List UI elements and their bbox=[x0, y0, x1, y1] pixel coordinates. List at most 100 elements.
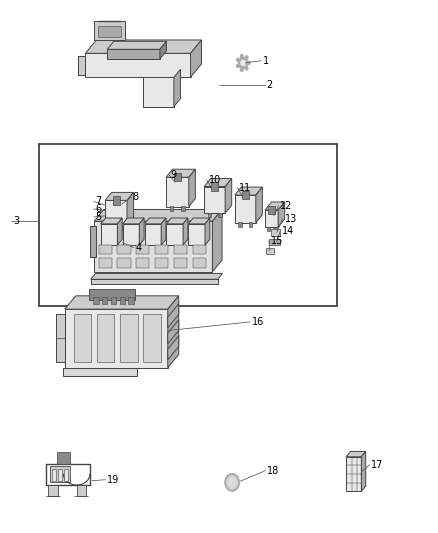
Bar bbox=[113, 196, 120, 205]
Polygon shape bbox=[235, 195, 256, 223]
Bar bbox=[271, 229, 280, 236]
Polygon shape bbox=[235, 187, 262, 195]
Bar bbox=[136, 258, 149, 268]
Polygon shape bbox=[90, 226, 96, 257]
Bar bbox=[102, 297, 107, 304]
Bar bbox=[218, 213, 222, 217]
Bar bbox=[193, 258, 206, 268]
Bar bbox=[93, 297, 99, 304]
Bar bbox=[99, 245, 112, 254]
Bar bbox=[208, 213, 211, 217]
Polygon shape bbox=[265, 210, 278, 227]
Circle shape bbox=[245, 67, 248, 70]
Text: 16: 16 bbox=[252, 317, 264, 327]
Bar bbox=[170, 206, 173, 211]
Bar bbox=[211, 182, 218, 191]
Polygon shape bbox=[166, 218, 188, 224]
Bar bbox=[143, 314, 161, 362]
Text: 12: 12 bbox=[280, 201, 293, 211]
Polygon shape bbox=[183, 218, 188, 245]
Circle shape bbox=[228, 478, 236, 487]
Polygon shape bbox=[101, 224, 117, 245]
Polygon shape bbox=[65, 296, 179, 309]
Bar bbox=[181, 206, 185, 211]
Polygon shape bbox=[85, 53, 191, 77]
Polygon shape bbox=[143, 77, 174, 107]
Text: 19: 19 bbox=[107, 475, 120, 484]
Bar bbox=[52, 469, 56, 481]
Bar bbox=[109, 225, 112, 230]
Polygon shape bbox=[160, 42, 166, 59]
Polygon shape bbox=[107, 42, 166, 50]
Text: 2: 2 bbox=[266, 80, 272, 90]
Polygon shape bbox=[168, 320, 179, 344]
Polygon shape bbox=[346, 457, 361, 491]
Bar bbox=[155, 245, 168, 254]
Bar bbox=[64, 469, 68, 481]
Polygon shape bbox=[168, 336, 179, 360]
Polygon shape bbox=[361, 451, 366, 491]
Bar bbox=[174, 258, 187, 268]
Bar bbox=[39, 144, 337, 306]
Bar bbox=[238, 222, 242, 227]
Text: 1: 1 bbox=[263, 56, 269, 66]
Polygon shape bbox=[56, 314, 65, 362]
Text: 13: 13 bbox=[285, 214, 297, 223]
Polygon shape bbox=[188, 224, 205, 245]
Text: 10: 10 bbox=[208, 175, 221, 185]
Polygon shape bbox=[256, 187, 262, 223]
Polygon shape bbox=[123, 218, 144, 224]
Text: 8: 8 bbox=[133, 192, 139, 202]
Polygon shape bbox=[212, 209, 222, 272]
Polygon shape bbox=[145, 218, 166, 224]
Polygon shape bbox=[168, 304, 179, 328]
Polygon shape bbox=[85, 40, 201, 53]
Text: 3: 3 bbox=[13, 216, 19, 226]
Circle shape bbox=[240, 68, 243, 71]
Circle shape bbox=[240, 54, 243, 58]
Text: 14: 14 bbox=[282, 226, 294, 236]
Bar bbox=[266, 227, 270, 231]
Text: 15: 15 bbox=[271, 236, 283, 246]
Polygon shape bbox=[139, 218, 144, 245]
Polygon shape bbox=[265, 202, 285, 210]
Polygon shape bbox=[91, 279, 218, 284]
Polygon shape bbox=[205, 218, 210, 245]
Polygon shape bbox=[117, 218, 122, 245]
Bar bbox=[50, 466, 70, 482]
Polygon shape bbox=[145, 224, 161, 245]
Text: 5: 5 bbox=[95, 212, 102, 222]
Polygon shape bbox=[105, 192, 134, 200]
Bar bbox=[266, 248, 274, 254]
Bar bbox=[120, 225, 124, 230]
Circle shape bbox=[241, 60, 245, 66]
Polygon shape bbox=[94, 21, 125, 40]
Polygon shape bbox=[65, 309, 168, 368]
Polygon shape bbox=[78, 56, 85, 75]
Polygon shape bbox=[107, 50, 160, 59]
Bar bbox=[74, 314, 91, 362]
Bar bbox=[249, 222, 252, 227]
Bar bbox=[98, 26, 121, 37]
Text: 4: 4 bbox=[136, 243, 142, 253]
Polygon shape bbox=[225, 179, 232, 213]
Polygon shape bbox=[204, 187, 225, 213]
Polygon shape bbox=[188, 218, 210, 224]
Text: 9: 9 bbox=[171, 170, 177, 180]
Bar bbox=[117, 258, 131, 268]
Bar bbox=[99, 258, 112, 268]
Polygon shape bbox=[346, 451, 366, 457]
Circle shape bbox=[245, 56, 248, 59]
Bar bbox=[174, 173, 181, 181]
Circle shape bbox=[237, 64, 239, 68]
Text: 6: 6 bbox=[95, 204, 102, 214]
Polygon shape bbox=[161, 218, 166, 245]
Bar bbox=[128, 297, 134, 304]
Bar bbox=[89, 289, 135, 300]
Bar bbox=[193, 245, 206, 254]
Circle shape bbox=[237, 58, 239, 61]
Polygon shape bbox=[174, 69, 180, 107]
Polygon shape bbox=[166, 224, 183, 245]
Circle shape bbox=[225, 474, 239, 491]
Polygon shape bbox=[166, 169, 195, 177]
